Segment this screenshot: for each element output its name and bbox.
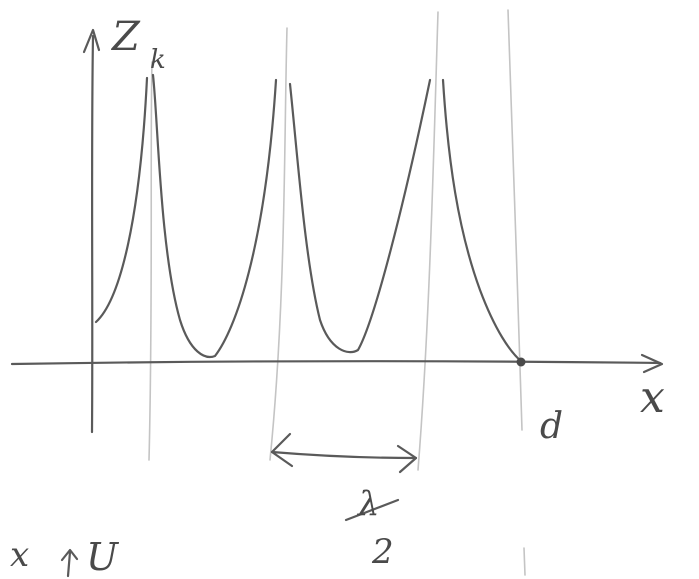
y-axis-subscript: k <box>150 45 166 75</box>
half-wavelength-arrow <box>270 432 418 474</box>
y-axis <box>82 28 101 434</box>
x-axis-label: x <box>640 372 665 423</box>
y-axis-label: Z <box>110 14 141 60</box>
y-axis-line <box>90 34 95 434</box>
guide-line-4 <box>507 9 523 431</box>
bottom-u-arrow <box>60 548 79 578</box>
half-lambda-numerator: λ <box>356 484 380 524</box>
x-axis-arrowhead <box>640 353 664 374</box>
half-wavelength-right-head <box>396 444 418 474</box>
d-label: d <box>540 406 563 447</box>
endpoint-dot <box>516 357 526 367</box>
guide-line-3 <box>417 11 439 471</box>
half-wavelength-left-head <box>270 432 294 468</box>
guide-line-2 <box>269 27 288 461</box>
half-lambda-denominator: 2 <box>371 532 394 572</box>
guide-line-5 <box>523 547 526 576</box>
guide-lines <box>148 9 526 576</box>
x-axis-line <box>10 360 662 366</box>
bottom-x-label: x <box>10 535 29 575</box>
impedance-curve <box>94 73 524 364</box>
x-axis <box>10 353 664 374</box>
half-lambda-fraction-bar <box>344 498 400 522</box>
half-wavelength-line <box>270 450 418 460</box>
bottom-u-label: U <box>86 535 120 579</box>
y-axis-arrowhead <box>82 28 101 54</box>
guide-line-1 <box>148 61 153 461</box>
